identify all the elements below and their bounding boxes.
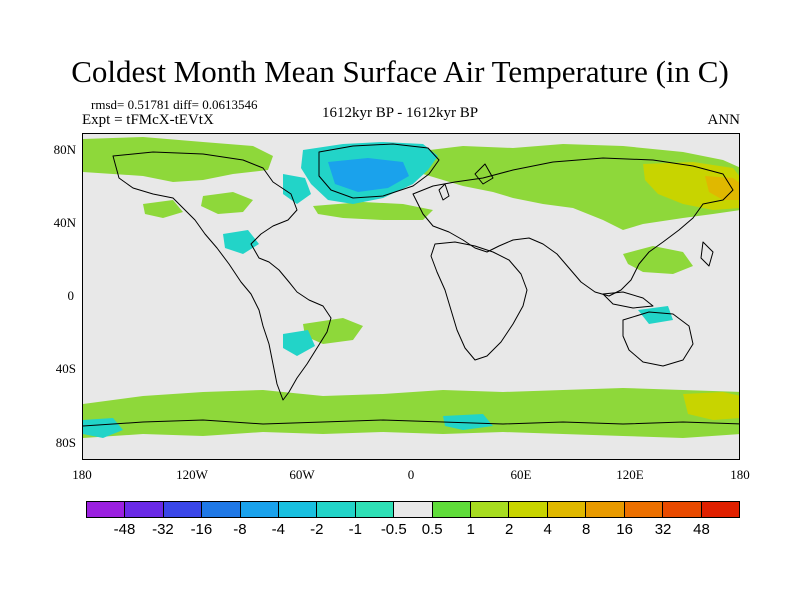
lat-tick-40n: 40N [53,215,76,230]
colorbar-label-0: -48 [113,521,136,538]
anomaly-mexico [223,230,259,254]
map-plot-area [82,133,740,460]
coastline-japan [700,241,714,267]
anomaly-south-america [283,330,315,356]
negative-anomaly-regions [83,142,673,438]
colorbar-box-3 [202,502,241,517]
coastline-british-isles [438,183,450,201]
colorbar-box-14 [624,502,664,517]
anomaly-australia-north [638,306,673,324]
lon-tick-0: 0 [407,467,415,482]
colorbar [86,501,740,518]
anomaly-arctic-north-america [83,137,273,182]
lon-tick-120e: 120E [616,467,644,482]
lon-tick-60w: 60W [289,467,315,482]
colorbar-box-6 [317,502,356,517]
coastline-antarctica [83,419,739,427]
colorbar-box-9 [432,502,472,517]
anomaly-southern-ocean [83,388,739,438]
colorbar-label-9: 1 [466,521,475,538]
coastline-eurasia [412,157,734,297]
colorbar-label-3: -8 [233,521,247,538]
anomaly-ross-sea [83,418,123,438]
strong-warm-anomaly-regions [705,176,739,200]
anomaly-east-asia [623,246,693,274]
anomaly-far-east-siberia [643,162,739,210]
colorbar-label-5: -2 [310,521,324,538]
anomaly-antarctic-edge [683,392,739,420]
rmsd-diff-text: rmsd= 0.51781 diff= 0.0613546 [91,97,258,112]
anomaly-greenland-core [328,158,409,192]
colorbar-box-1 [125,502,164,517]
strong-negative-anomaly-regions [328,158,409,192]
anomaly-north-pacific [143,200,183,218]
colorbar-box-16 [701,502,739,517]
coastline-greenland [318,143,440,199]
anomaly-canada-west [201,192,253,214]
colorbar-box-12 [547,502,587,517]
coastline-americas [112,151,332,401]
colorbar-label-11: 4 [543,521,552,538]
anomaly-weddell-sector [443,414,493,430]
colorbar-label-8: 0.5 [421,521,443,538]
colorbar-label-7: -0.5 [380,521,407,538]
figure-title: Coldest Month Mean Surface Air Temperatu… [71,54,729,89]
colorbar-label-2: -16 [190,521,213,538]
lat-tick-40s: 40S [55,361,76,376]
coastline-scandinavia [474,163,494,185]
colorbar-box-5 [279,502,318,517]
colorbar-label-6: -1 [348,521,362,538]
period-text: 1612kyr BP - 1612kyr BP [322,105,479,121]
anomaly-kamchatka [705,176,739,200]
colorbar-box-0 [87,502,126,517]
colorbar-box-7 [355,502,395,517]
anomaly-south-america-east [303,318,363,344]
lat-tick-0: 0 [67,288,75,303]
coastline-australia [622,311,694,367]
colorbar-box-15 [663,502,702,517]
lon-tick-60e: 60E [510,467,532,482]
coastline-indonesia [602,291,654,309]
colorbar-box-10 [471,502,510,517]
colorbar-label-12: 8 [581,521,591,538]
lon-tick-120w: 120W [176,467,208,482]
colorbar-label-4: -4 [271,521,286,538]
lon-tick-180w: 180 [72,467,92,482]
anomaly-north-atlantic [313,202,433,220]
season-text: ANN [707,112,741,128]
experiment-text: Expt = tFMcX-tEVtX [82,112,214,128]
lat-tick-80s: 80S [55,435,76,450]
colorbar-label-15: 48 [693,521,710,538]
colorbar-box-8 [394,502,433,517]
lon-tick-180e: 180 [730,467,750,482]
colorbar-label-10: 2 [505,521,514,538]
lat-tick-80n: 80N [53,142,76,157]
colorbar-label-14: 32 [654,521,672,538]
coastlines [83,143,739,427]
colorbar-box-2 [163,502,203,517]
coastline-africa [430,241,528,361]
colorbar-box-4 [240,502,280,517]
warm-anomaly-regions [643,162,739,420]
anomaly-labrador [283,174,311,204]
temperature-anomaly-map [83,134,739,459]
colorbar-label-13: 16 [616,521,633,538]
colorbar-label-1: -32 [152,521,174,538]
colorbar-box-13 [586,502,625,517]
colorbar-box-11 [509,502,548,517]
